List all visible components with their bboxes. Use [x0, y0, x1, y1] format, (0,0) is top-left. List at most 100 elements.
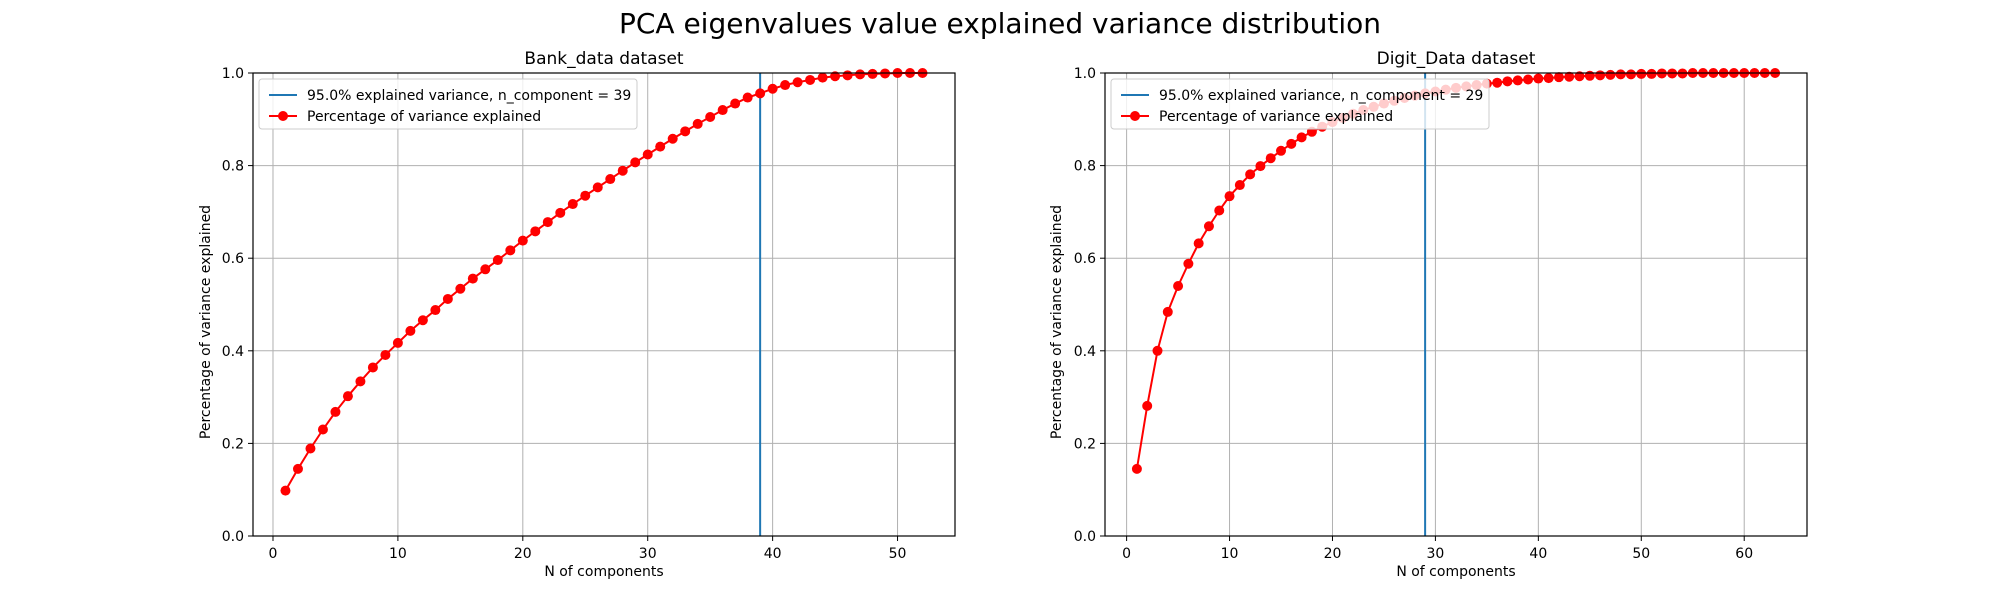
axes-frame	[252, 72, 956, 537]
y-tick-label: 0.4	[1074, 344, 1096, 360]
data-point	[855, 69, 866, 80]
data-point	[455, 283, 466, 294]
x-tick-label: 0	[269, 546, 278, 562]
data-point	[1605, 69, 1616, 80]
x-tick-label: 30	[639, 546, 657, 562]
x-tick-label: 60	[1735, 546, 1753, 562]
data-point	[755, 88, 766, 99]
data-point	[530, 226, 541, 237]
data-point	[1512, 75, 1523, 86]
data-point	[517, 235, 528, 246]
subplot-digit-data: Digit_Data dataset N of components Perce…	[1049, 49, 1808, 580]
subplot-title: Digit_Data dataset	[1377, 49, 1536, 69]
data-point	[542, 217, 553, 228]
data-point	[1224, 191, 1235, 202]
data-point	[1214, 205, 1225, 216]
y-tick-label: 0.2	[222, 436, 244, 452]
data-point	[580, 190, 591, 201]
data-point	[617, 165, 628, 176]
y-tick-label: 0.0	[1074, 529, 1096, 545]
data-point	[442, 293, 453, 304]
legend-series-marker	[278, 111, 288, 121]
x-tick-label: 10	[389, 546, 407, 562]
data-point	[1142, 400, 1153, 411]
data-point	[730, 98, 741, 109]
data-point	[1183, 258, 1194, 269]
ticks: 0 10 20 30 40 50 0.0 0.2 0.4 0.6 0.8 1.0	[222, 66, 907, 562]
data-point	[842, 70, 853, 81]
series-line	[284, 72, 923, 492]
data-point	[305, 443, 316, 454]
data-point	[1492, 77, 1503, 88]
data-point	[317, 424, 328, 435]
x-tick-label: 20	[1324, 546, 1342, 562]
x-tick-label: 0	[1122, 546, 1131, 562]
data-point	[867, 68, 878, 79]
data-point	[1286, 138, 1297, 149]
subplot-bank-data: Bank_data dataset N of components Percen…	[198, 49, 956, 580]
data-point	[1595, 70, 1606, 81]
y-tick-label: 1.0	[222, 66, 244, 82]
data-point	[1131, 463, 1142, 474]
grid	[1105, 72, 1807, 537]
subplot-title: Bank_data dataset	[524, 49, 684, 69]
data-point	[380, 349, 391, 360]
y-axis-label: Percentage of variance explained	[198, 205, 214, 439]
data-point	[630, 157, 641, 168]
y-tick-label: 0.6	[222, 251, 244, 267]
data-point	[1245, 169, 1256, 180]
data-point	[780, 80, 791, 91]
data-point	[1584, 70, 1595, 81]
data-point	[480, 264, 491, 275]
legend-threshold-label: 95.0% explained variance, n_component = …	[307, 88, 631, 104]
data-point	[1203, 221, 1214, 232]
data-point	[292, 463, 303, 474]
data-point	[805, 74, 816, 85]
data-point	[717, 105, 728, 116]
x-tick-label: 30	[1426, 546, 1444, 562]
x-tick-label: 10	[1221, 546, 1239, 562]
data-point	[1162, 306, 1173, 317]
data-point	[405, 325, 416, 336]
axes-frame	[1104, 72, 1808, 537]
series-line	[1135, 72, 1776, 470]
data-point	[330, 406, 341, 417]
data-point	[1265, 153, 1276, 164]
x-tick-label: 50	[1632, 546, 1650, 562]
x-tick-label: 40	[764, 546, 782, 562]
data-point	[655, 141, 666, 152]
y-tick-label: 0.0	[222, 529, 244, 545]
data-point	[742, 92, 753, 103]
legend: 95.0% explained variance, n_component = …	[1110, 78, 1490, 130]
data-point	[1533, 73, 1544, 84]
data-point	[342, 391, 353, 402]
y-tick-label: 0.8	[1074, 159, 1096, 175]
series-markers	[280, 68, 928, 496]
y-tick-label: 1.0	[1074, 66, 1096, 82]
legend-series-label: Percentage of variance explained	[1159, 109, 1393, 125]
data-point	[467, 273, 478, 284]
data-point	[1173, 280, 1184, 291]
data-point	[830, 71, 841, 82]
data-point	[1636, 68, 1647, 79]
x-axis-label: N of components	[544, 564, 663, 580]
data-point	[1193, 238, 1204, 249]
y-axis-label: Percentage of variance explained	[1049, 205, 1065, 439]
legend-box	[1110, 78, 1490, 130]
data-point	[505, 245, 516, 256]
figure-title: PCA eigenvalues value explained variance…	[619, 7, 1381, 40]
data-point	[1523, 74, 1534, 85]
x-tick-label: 40	[1529, 546, 1547, 562]
data-point	[592, 182, 603, 193]
data-point	[1646, 68, 1657, 79]
ticks: 0 10 20 30 40 50 60 0.0 0.2 0.4 0.6 0.8 1.0	[1074, 66, 1753, 562]
data-point	[1615, 69, 1626, 80]
data-point	[1255, 161, 1266, 172]
grid	[253, 72, 955, 537]
data-point	[1564, 71, 1575, 82]
y-tick-label: 0.8	[222, 159, 244, 175]
data-point	[492, 255, 503, 266]
data-point	[280, 485, 291, 496]
data-point	[1502, 76, 1513, 87]
y-tick-label: 0.4	[222, 344, 244, 360]
